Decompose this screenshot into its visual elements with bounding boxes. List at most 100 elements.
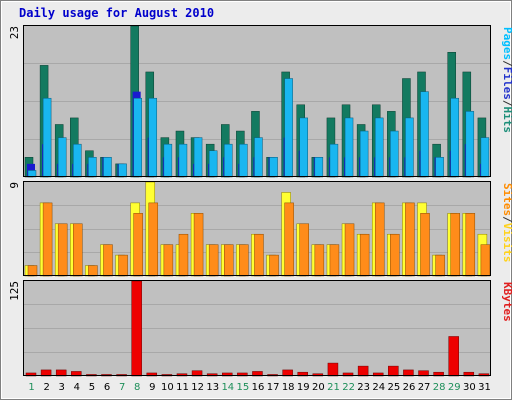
y-max-label: 9 — [8, 182, 21, 189]
day-label: 26 — [403, 382, 416, 393]
day-label: 18 — [282, 382, 295, 393]
pages-bar — [269, 157, 278, 178]
sites-bar — [420, 213, 430, 277]
pages-bar — [178, 143, 188, 178]
legend-entry: / — [501, 60, 512, 67]
sites-bar — [329, 244, 340, 277]
day-label: 10 — [161, 382, 174, 393]
sites-bar — [359, 233, 370, 277]
kbytes-bar — [327, 362, 339, 377]
sites-bar — [480, 244, 491, 277]
sites-bar — [88, 265, 98, 277]
sites-bar — [405, 202, 415, 277]
day-label: 8 — [134, 382, 140, 393]
pages-bar — [329, 143, 339, 178]
day-label: 28 — [433, 382, 446, 393]
sites-bar — [208, 244, 219, 277]
sites-bar — [269, 254, 279, 277]
pages-bar — [299, 117, 308, 178]
pages-bar — [239, 143, 248, 178]
day-label: 24 — [372, 382, 385, 393]
pages-bar — [314, 157, 324, 178]
sites-bar — [148, 202, 159, 277]
sites-bar — [465, 213, 476, 277]
pages-bar — [374, 117, 384, 178]
sites-bar — [314, 244, 325, 277]
pages-bar — [344, 117, 354, 178]
pages-bar — [148, 97, 158, 178]
day-label: 1 — [28, 382, 34, 393]
day-label: 27 — [418, 382, 431, 393]
sites-bar — [118, 254, 128, 277]
legend-entry: / — [501, 100, 512, 107]
pages-bar — [254, 137, 263, 178]
sites-bar — [450, 213, 460, 277]
sites-bar — [193, 213, 204, 277]
day-label: 30 — [463, 382, 476, 393]
sites-bar — [435, 254, 445, 277]
sites-bar — [344, 223, 355, 277]
pages-bar — [480, 137, 490, 178]
day-label: 7 — [119, 382, 125, 393]
sites-bar — [224, 244, 234, 277]
sites-bar — [73, 223, 83, 277]
pages-bar — [405, 117, 414, 178]
pages-bar — [163, 143, 173, 178]
day-label: 25 — [388, 382, 401, 393]
day-label: 9 — [149, 382, 155, 393]
legend-entry: Hits — [501, 107, 512, 134]
legend-1: Sites/Visits — [501, 183, 512, 263]
y-max-label: 125 — [8, 281, 21, 301]
legend-0: Pages/Files/Hits — [501, 27, 512, 133]
panel-border — [23, 181, 491, 276]
legend-2: KBytes — [501, 282, 512, 322]
y-max-label: 23 — [8, 26, 21, 39]
sites-bar — [178, 233, 189, 277]
sites-bar — [299, 223, 309, 277]
day-label: 29 — [448, 382, 461, 393]
pages-bar — [390, 130, 399, 178]
day-label: 12 — [191, 382, 204, 393]
legend-entry: Files — [501, 67, 512, 100]
pages-bar — [103, 157, 112, 178]
sites-bar — [284, 202, 294, 277]
legend-entry: Sites — [501, 183, 512, 216]
day-label: 23 — [357, 382, 370, 393]
sites-bar — [374, 202, 385, 277]
chart-title: Daily usage for August 2010 — [19, 6, 214, 20]
day-label: 17 — [267, 382, 280, 393]
day-label: 5 — [89, 382, 95, 393]
pages-bar — [118, 163, 127, 178]
kbytes-bar — [448, 336, 459, 377]
day-label: 16 — [252, 382, 265, 393]
day-label: 22 — [342, 382, 355, 393]
pages-bar — [359, 130, 369, 178]
kbytes-bar — [131, 280, 142, 377]
day-label: 13 — [206, 382, 219, 393]
legend-entry: / — [501, 216, 512, 223]
pages-bar — [88, 157, 97, 178]
day-label: 19 — [297, 382, 310, 393]
pages-bar — [57, 137, 67, 178]
legend-entry: KBytes — [501, 282, 512, 322]
day-label: 11 — [176, 382, 189, 393]
pages-bar — [133, 97, 142, 178]
sites-bar — [254, 233, 264, 277]
pages-bar — [73, 143, 82, 178]
pages-bar — [465, 111, 475, 178]
sites-bar — [57, 223, 68, 277]
panel-border — [23, 25, 491, 177]
pages-bar — [224, 143, 233, 178]
pages-bar — [208, 150, 218, 178]
day-label: 31 — [478, 382, 491, 393]
pages-bar — [450, 97, 459, 178]
sites-bar — [42, 202, 53, 277]
day-label: 15 — [237, 382, 250, 393]
pages-bar — [420, 91, 429, 178]
sites-bar — [27, 265, 38, 277]
pages-bar — [193, 137, 203, 178]
sites-bar — [390, 233, 400, 277]
legend-entry: Pages — [501, 27, 512, 60]
